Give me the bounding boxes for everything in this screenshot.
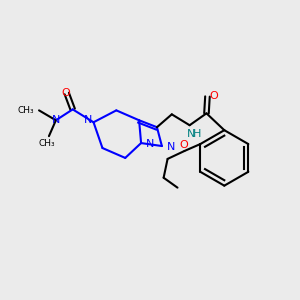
Text: H: H [192,129,201,139]
Text: N: N [167,142,175,152]
Text: O: O [209,91,218,100]
Text: N: N [146,139,154,149]
Text: CH₃: CH₃ [17,106,34,115]
Text: CH₃: CH₃ [39,139,55,148]
Text: N: N [83,115,92,125]
Text: O: O [179,140,188,150]
Text: N: N [186,129,195,139]
Text: N: N [52,115,60,125]
Text: O: O [61,88,70,98]
